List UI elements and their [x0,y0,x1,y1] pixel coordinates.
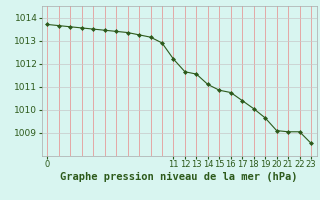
X-axis label: Graphe pression niveau de la mer (hPa): Graphe pression niveau de la mer (hPa) [60,172,298,182]
